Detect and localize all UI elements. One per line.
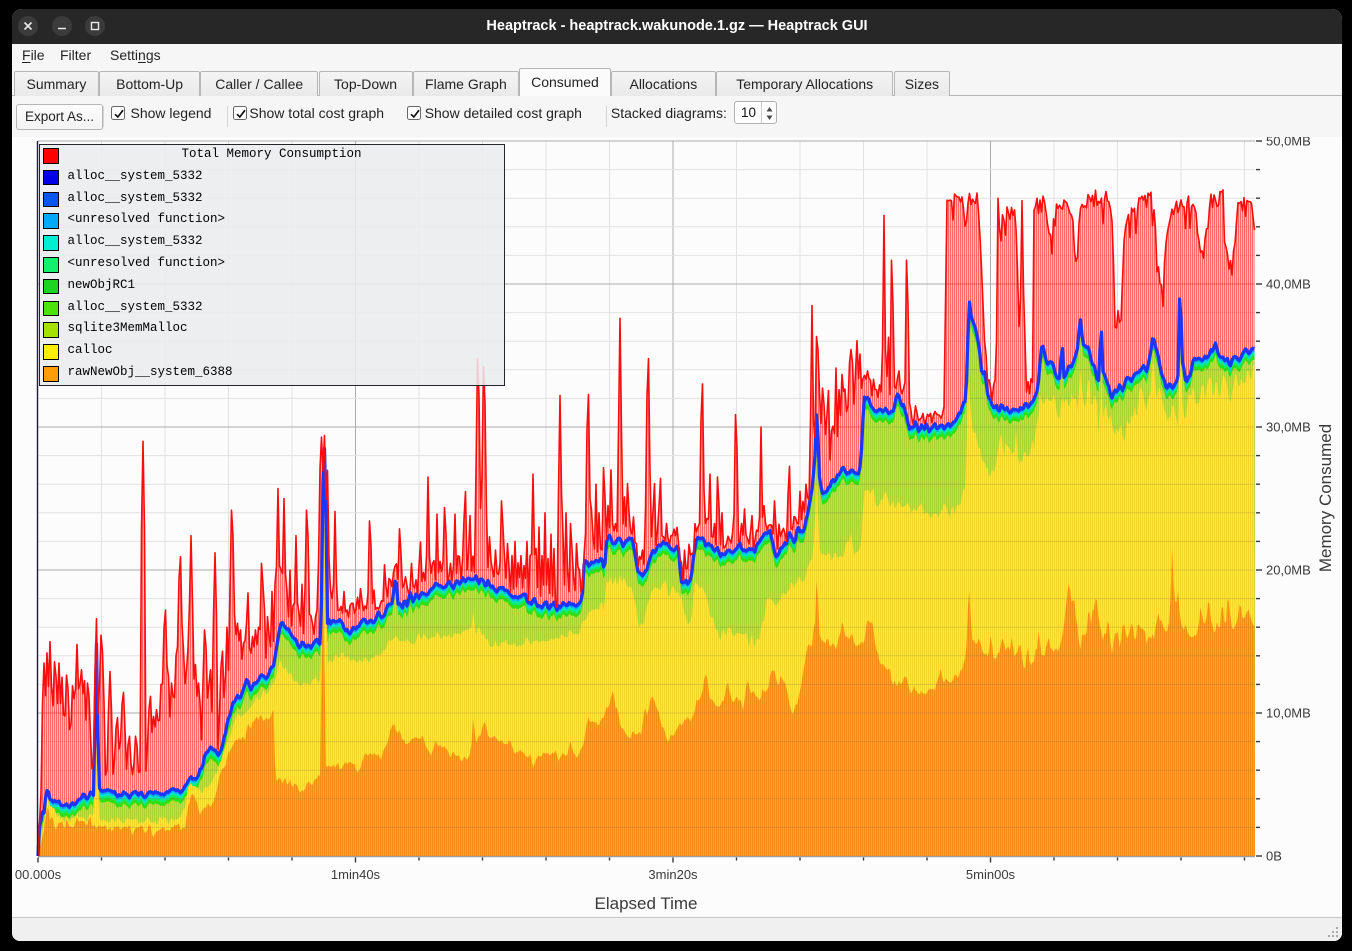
svg-text:40,0MB: 40,0MB (1266, 277, 1311, 292)
svg-text:50,0MB: 50,0MB (1266, 137, 1311, 149)
svg-text:1min40s: 1min40s (331, 867, 381, 882)
svg-text:5min00s: 5min00s (966, 867, 1016, 882)
svg-text:0B: 0B (1266, 849, 1282, 864)
svg-text:10,0MB: 10,0MB (1266, 706, 1311, 721)
svg-text:Memory Consumed: Memory Consumed (1316, 424, 1335, 572)
svg-text:20,0MB: 20,0MB (1266, 563, 1311, 578)
svg-text:3min20s: 3min20s (648, 867, 698, 882)
svg-text:30,0MB: 30,0MB (1266, 420, 1311, 435)
svg-text:00.000s: 00.000s (15, 867, 62, 882)
svg-text:Elapsed Time: Elapsed Time (595, 894, 698, 913)
